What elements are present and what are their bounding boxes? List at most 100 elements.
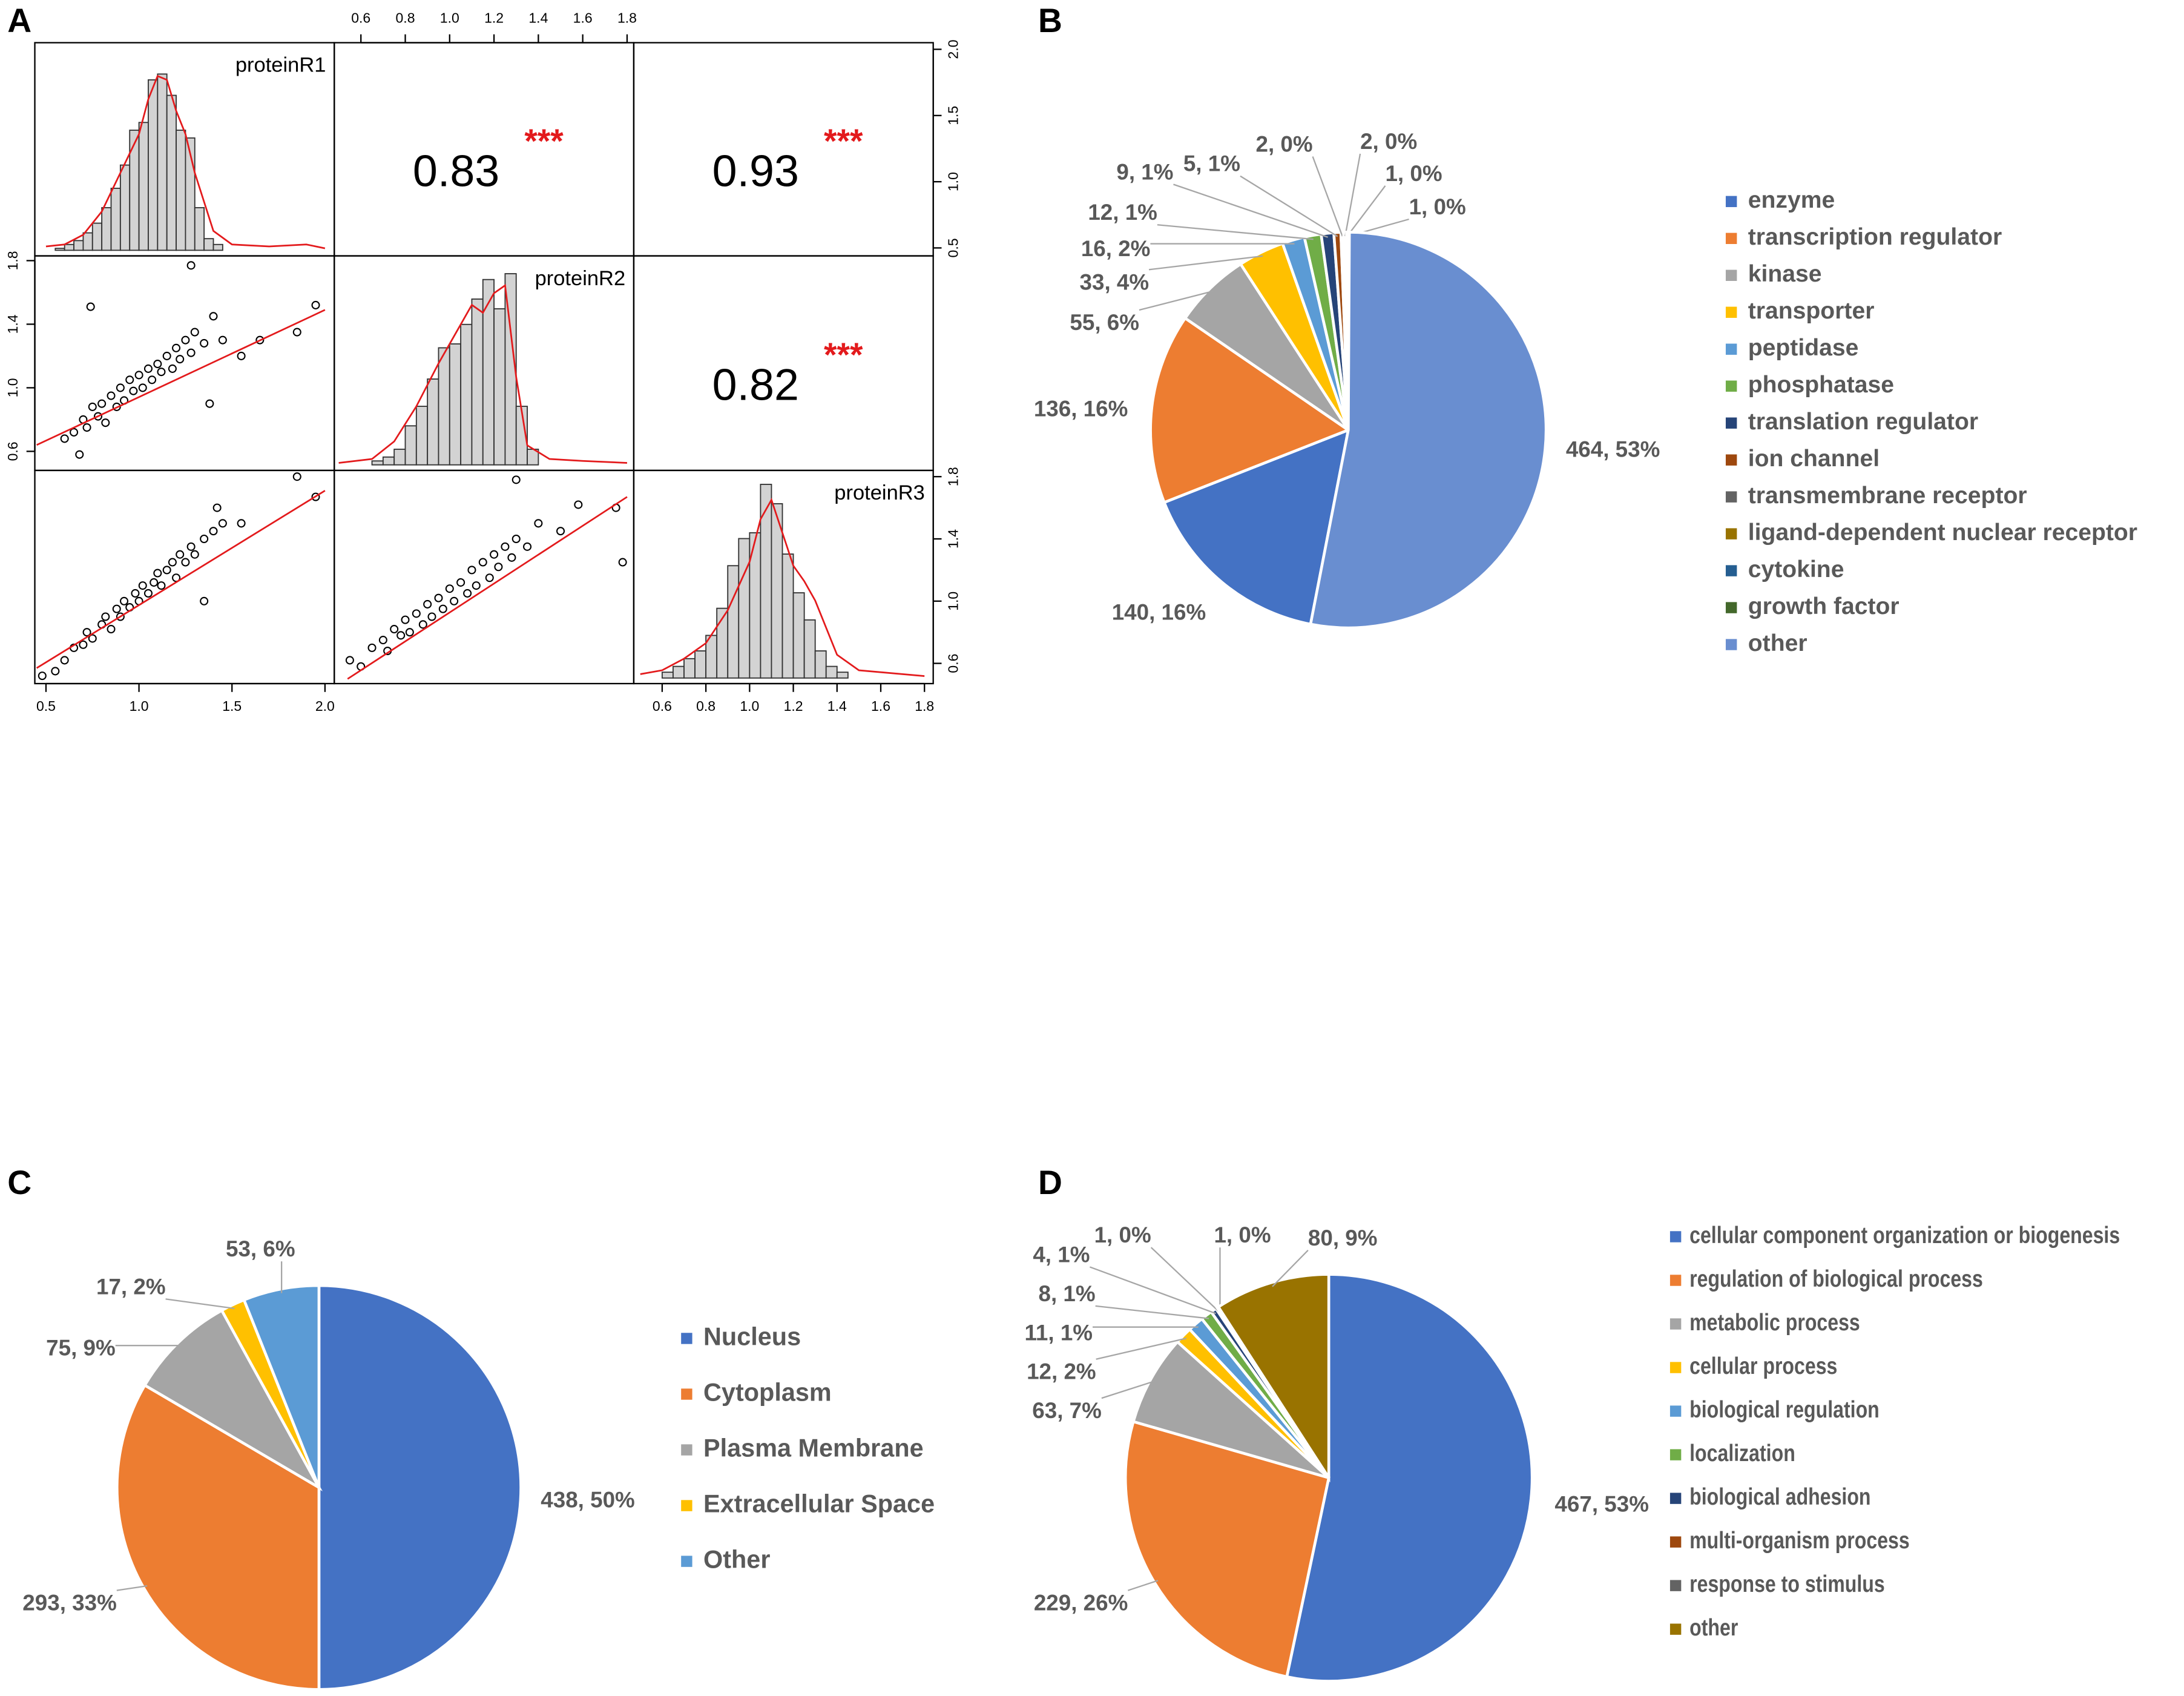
scatter-point (75, 450, 84, 459)
leader-line (165, 1298, 235, 1310)
legend-marker (1725, 454, 1737, 466)
legend-marker (1669, 1405, 1682, 1417)
legend-label: other (1689, 1614, 1738, 1641)
histogram-bar (82, 232, 93, 251)
histogram-bar (73, 240, 84, 251)
data-label: 17, 2% (96, 1274, 166, 1299)
scatter-point (378, 636, 387, 645)
variable-name: proteinR3 (834, 481, 925, 504)
data-label: 16, 2% (1081, 236, 1151, 261)
tick-label: 1.0 (945, 172, 961, 191)
histogram-bar (781, 553, 794, 679)
histogram-bar (194, 207, 205, 251)
legend-marker (1725, 343, 1737, 355)
data-label: 9, 1% (1116, 160, 1173, 185)
histogram-bar (138, 122, 149, 251)
data-label: 467, 53% (1554, 1491, 1649, 1516)
scatter-point (450, 596, 459, 605)
histogram-bar (148, 79, 159, 251)
data-label: 12, 2% (1027, 1359, 1096, 1384)
data-label: 229, 26% (1034, 1591, 1128, 1615)
legend-label: Extracellular Space (703, 1490, 935, 1518)
legend-label: Other (703, 1546, 770, 1574)
scatter-point (218, 519, 227, 528)
leader-line (1150, 1247, 1220, 1312)
histogram-bar (415, 406, 429, 466)
legend-marker (1725, 233, 1737, 245)
scatter-point (86, 302, 95, 311)
scatter-point (162, 566, 171, 575)
data-label: 75, 9% (46, 1336, 116, 1361)
leader-line (1240, 175, 1338, 237)
histogram-bar (438, 347, 450, 466)
legend-marker (1669, 1275, 1682, 1286)
correlation-value: 0.82 (712, 360, 799, 410)
scatter-point (218, 335, 227, 345)
scatter-point (60, 656, 69, 665)
scatter-point (157, 581, 166, 590)
scatter-point (88, 634, 97, 643)
legend-marker (1669, 1318, 1682, 1330)
scatter-point (534, 519, 543, 528)
fit-line (347, 496, 628, 680)
pie-slice (1309, 231, 1548, 630)
tick-label: 1.0 (740, 698, 759, 714)
histogram-bar (471, 298, 484, 466)
histogram-bar (176, 130, 186, 251)
scatter-point (88, 402, 97, 411)
legend-label: Nucleus (703, 1322, 801, 1350)
histogram-bar (504, 273, 517, 466)
histogram-bar (212, 243, 223, 251)
data-label: 2, 0% (1255, 132, 1312, 157)
leader-line (1157, 224, 1314, 240)
density-line (640, 498, 925, 677)
histogram-bar (825, 665, 838, 679)
leader-line (1272, 1249, 1309, 1287)
legend-label: Cytoplasm (703, 1378, 832, 1406)
data-label: 293, 33% (22, 1591, 117, 1615)
histogram-bar (404, 425, 417, 466)
legend-label: enzyme (1748, 187, 1835, 213)
legend-marker (1669, 1362, 1682, 1373)
tick-label: 1.8 (617, 10, 637, 25)
legend-marker (1725, 565, 1737, 576)
histogram-bar (792, 592, 805, 679)
scatter-point (390, 625, 399, 634)
tick-label: 0.6 (5, 441, 21, 461)
tick-label: 1.8 (945, 467, 961, 486)
leader-line (1090, 1266, 1216, 1315)
scatter-point (148, 375, 157, 384)
histogram-bar (803, 619, 816, 679)
data-label: 63, 7% (1032, 1398, 1102, 1423)
tick-label: 1.4 (5, 314, 21, 334)
tick-label: 1.4 (528, 10, 548, 25)
legend-label: ion channel (1748, 446, 1880, 472)
data-label: 53, 6% (226, 1236, 295, 1261)
scatter-point (401, 615, 410, 624)
legend-marker (1669, 1493, 1682, 1504)
scatter-point (186, 261, 196, 270)
legend-marker (1669, 1623, 1682, 1635)
tick-label: 1.4 (945, 529, 961, 549)
scatter-point (490, 550, 499, 559)
legend-marker (681, 1556, 692, 1567)
histogram-bar (694, 650, 707, 679)
tick-label: 1.8 (915, 698, 934, 714)
tick-label: 1.2 (784, 698, 803, 714)
scatter-point (93, 412, 103, 421)
histogram-bar (157, 73, 168, 251)
scatter-point (60, 434, 69, 443)
data-label: 8, 1% (1039, 1281, 1096, 1306)
histogram-bar (661, 671, 674, 679)
scatter-point (38, 671, 47, 681)
legend-marker (681, 1333, 692, 1344)
scatter-point (112, 402, 121, 411)
histogram-bar (449, 343, 462, 466)
scatter-point (292, 472, 301, 481)
tick-label: 0.5 (945, 238, 961, 257)
tick-label: 1.0 (130, 698, 149, 714)
scatter-point (176, 355, 185, 364)
legend-label: phosphatase (1748, 372, 1894, 398)
